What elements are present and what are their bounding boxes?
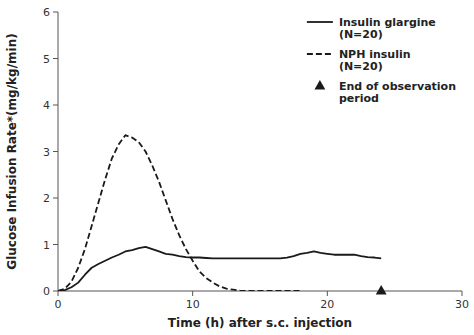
legend-label: NPH insulin(N=20) bbox=[339, 48, 411, 73]
y-tick bbox=[53, 151, 58, 152]
x-tick-label: 20 bbox=[320, 298, 334, 311]
x-tick-label: 0 bbox=[55, 298, 62, 311]
x-axis-label: Time (h) after s.c. injection bbox=[168, 316, 352, 330]
x-tick bbox=[192, 291, 193, 296]
x-tick bbox=[462, 291, 463, 296]
y-tick bbox=[53, 198, 58, 199]
x-tick bbox=[327, 291, 328, 296]
y-tick-label: 1 bbox=[43, 239, 50, 252]
markers bbox=[376, 285, 387, 295]
legend-label-line: (N=20) bbox=[339, 28, 383, 41]
y-tick-label: 5 bbox=[43, 53, 50, 66]
legend-item: Insulin glargine(N=20) bbox=[307, 16, 436, 41]
y-tick bbox=[53, 244, 58, 245]
y-tick-label: 0 bbox=[43, 285, 50, 298]
y-tick bbox=[53, 58, 58, 59]
legend-swatch bbox=[307, 21, 333, 23]
legend-swatch bbox=[307, 53, 333, 55]
legend-swatch bbox=[314, 80, 325, 90]
y-tick bbox=[53, 291, 58, 292]
y-tick-label: 4 bbox=[43, 99, 50, 112]
y-tick-label: 6 bbox=[43, 6, 50, 19]
legend-item: NPH insulin(N=20) bbox=[307, 48, 411, 73]
legend-label-line: period bbox=[339, 92, 379, 105]
legend-label: Insulin glargine(N=20) bbox=[339, 16, 436, 41]
marker-point bbox=[376, 285, 387, 295]
y-tick bbox=[53, 105, 58, 106]
series-line bbox=[58, 247, 381, 291]
x-tick-label: 30 bbox=[455, 298, 469, 311]
legend-label-line: (N=20) bbox=[339, 60, 383, 73]
x-tick-label: 10 bbox=[186, 298, 200, 311]
y-tick-label: 2 bbox=[43, 192, 50, 205]
legend: Insulin glargine(N=20) NPH insulin(N=20) E… bbox=[307, 16, 456, 105]
plot-area bbox=[58, 135, 381, 291]
y-tick-label: 3 bbox=[43, 146, 50, 159]
x-tick bbox=[58, 291, 59, 296]
series-line bbox=[58, 135, 300, 291]
chart: 0 10 20 30 0 1 2 3 4 5 6 Time (h) after s.c. inject… bbox=[0, 0, 474, 335]
y-tick bbox=[53, 12, 58, 13]
legend-label: End of observationperiod bbox=[339, 80, 456, 105]
y-axis-label: Glucose Infusion Rate*(mg/kg/min) bbox=[5, 33, 19, 269]
background bbox=[0, 0, 474, 335]
legend-item: End of observationperiod bbox=[314, 80, 456, 105]
